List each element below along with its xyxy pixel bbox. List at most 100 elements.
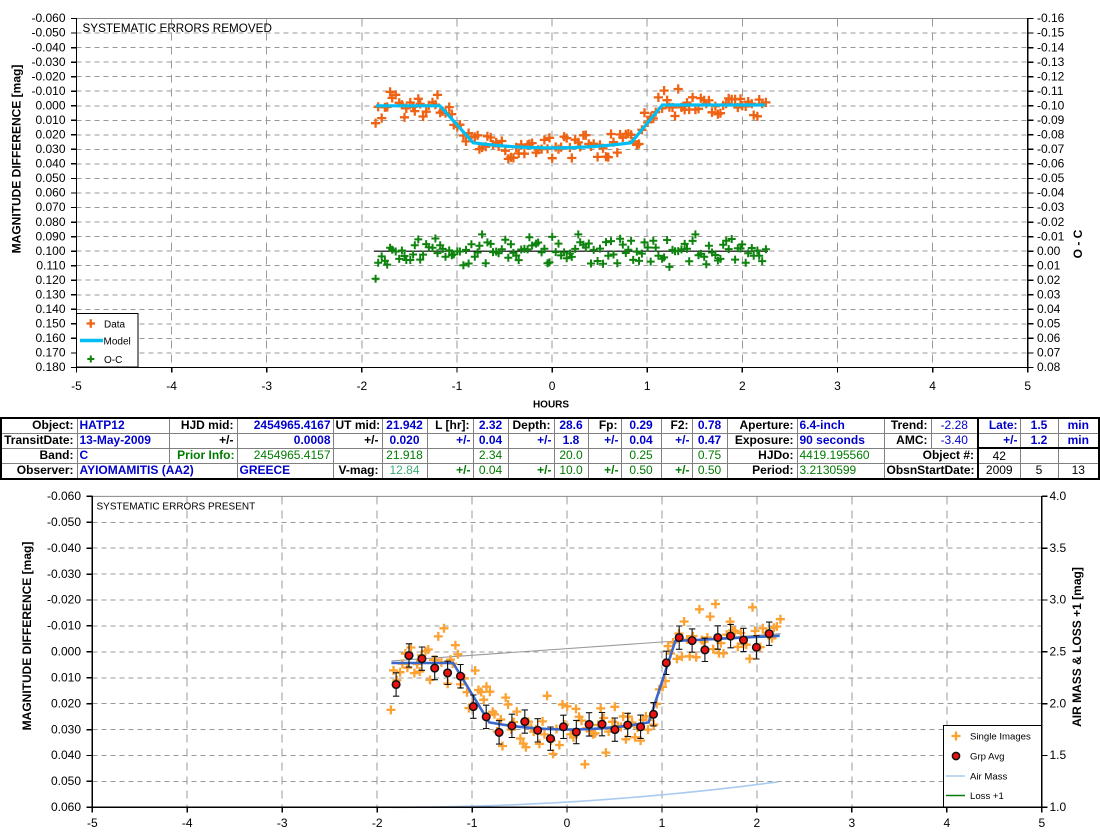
svg-text:5: 5 — [1038, 816, 1045, 830]
svg-text:-3: -3 — [261, 379, 272, 393]
svg-text:MAGNITUDE DIFFERENCE [mag]: MAGNITUDE DIFFERENCE [mag] — [10, 65, 24, 254]
svg-text:-5: -5 — [87, 816, 98, 830]
svg-text:3: 3 — [849, 816, 856, 830]
svg-text:-0.040: -0.040 — [31, 40, 65, 54]
svg-text:0.000: 0.000 — [35, 99, 65, 113]
svg-text:0.060: 0.060 — [51, 800, 81, 814]
svg-text:-0.020: -0.020 — [31, 69, 65, 83]
svg-text:3.5: 3.5 — [1050, 541, 1067, 555]
svg-text:-0.16: -0.16 — [1037, 11, 1065, 25]
svg-text:0.040: 0.040 — [35, 157, 65, 171]
svg-text:0.080: 0.080 — [35, 215, 65, 229]
svg-text:0.050: 0.050 — [51, 774, 81, 788]
svg-text:-0.04: -0.04 — [1037, 186, 1065, 200]
svg-text:0.02: 0.02 — [1037, 273, 1061, 287]
svg-text:0.150: 0.150 — [35, 317, 65, 331]
svg-text:0: 0 — [549, 379, 556, 393]
svg-text:0.020: 0.020 — [51, 696, 81, 710]
svg-text:-1: -1 — [467, 816, 478, 830]
svg-text:-0.030: -0.030 — [31, 55, 65, 69]
svg-text:0.050: 0.050 — [35, 171, 65, 185]
svg-text:0.170: 0.170 — [35, 346, 65, 360]
svg-text:0.100: 0.100 — [35, 244, 65, 258]
svg-text:0.160: 0.160 — [35, 331, 65, 345]
svg-text:0.08: 0.08 — [1037, 360, 1061, 374]
svg-text:O-C: O-C — [104, 355, 122, 366]
svg-text:Data: Data — [104, 320, 126, 331]
svg-text:1: 1 — [659, 816, 666, 830]
svg-text:0.05: 0.05 — [1037, 317, 1061, 331]
svg-text:-1: -1 — [452, 379, 463, 393]
svg-text:-0.050: -0.050 — [31, 26, 65, 40]
svg-text:0.130: 0.130 — [35, 288, 65, 302]
svg-text:-0.11: -0.11 — [1037, 84, 1064, 98]
svg-text:-0.020: -0.020 — [47, 593, 81, 607]
svg-text:Grp Avg: Grp Avg — [970, 752, 1005, 763]
svg-text:0.03: 0.03 — [1037, 288, 1061, 302]
svg-text:-0.05: -0.05 — [1037, 171, 1065, 185]
svg-text:-0.060: -0.060 — [31, 11, 65, 25]
svg-text:-0.13: -0.13 — [1037, 55, 1065, 69]
svg-text:0.01: 0.01 — [1037, 258, 1061, 272]
svg-text:-4: -4 — [182, 816, 193, 830]
svg-text:1.0: 1.0 — [1050, 800, 1067, 814]
svg-text:2: 2 — [754, 816, 761, 830]
svg-text:-0.010: -0.010 — [31, 84, 65, 98]
svg-text:4: 4 — [943, 816, 950, 830]
svg-text:-0.040: -0.040 — [47, 541, 81, 555]
svg-text:-3: -3 — [277, 816, 288, 830]
svg-text:4: 4 — [929, 379, 936, 393]
svg-text:0.00: 0.00 — [1037, 244, 1061, 258]
svg-text:0.07: 0.07 — [1037, 346, 1061, 360]
svg-text:4.0: 4.0 — [1050, 489, 1067, 503]
svg-text:-0.08: -0.08 — [1037, 128, 1065, 142]
svg-text:0.000: 0.000 — [51, 645, 81, 659]
svg-text:Single Images: Single Images — [970, 732, 1031, 743]
svg-text:MAGNITUDE DIFFERENCE [mag]: MAGNITUDE DIFFERENCE [mag] — [20, 542, 34, 731]
svg-text:2.5: 2.5 — [1050, 645, 1067, 659]
svg-text:-0.01: -0.01 — [1037, 229, 1065, 243]
svg-text:-2: -2 — [372, 816, 383, 830]
svg-text:-4: -4 — [166, 379, 177, 393]
svg-text:0.010: 0.010 — [51, 671, 81, 685]
svg-text:0.110: 0.110 — [36, 258, 65, 272]
svg-text:0.04: 0.04 — [1037, 302, 1061, 316]
svg-text:-0.10: -0.10 — [1037, 99, 1065, 113]
svg-text:-0.030: -0.030 — [47, 567, 81, 581]
svg-text:Air Mass: Air Mass — [970, 772, 1008, 783]
svg-text:1: 1 — [644, 379, 651, 393]
svg-text:-0.010: -0.010 — [47, 619, 81, 633]
svg-text:-0.15: -0.15 — [1037, 26, 1065, 40]
svg-text:0.070: 0.070 — [35, 200, 65, 214]
svg-text:0: 0 — [564, 816, 571, 830]
svg-text:Loss +1: Loss +1 — [970, 791, 1004, 802]
svg-text:O - C: O - C — [1071, 229, 1085, 258]
svg-text:-0.07: -0.07 — [1037, 142, 1065, 156]
svg-text:0.090: 0.090 — [35, 229, 65, 243]
svg-text:HOURS: HOURS — [533, 400, 569, 411]
svg-text:0.010: 0.010 — [35, 113, 65, 127]
svg-text:Model: Model — [104, 337, 131, 348]
svg-text:0.020: 0.020 — [35, 128, 65, 142]
svg-text:0.180: 0.180 — [35, 360, 65, 374]
svg-text:-0.14: -0.14 — [1037, 40, 1065, 54]
svg-text:-2: -2 — [357, 379, 368, 393]
svg-text:-0.09: -0.09 — [1037, 113, 1065, 127]
svg-text:2.0: 2.0 — [1050, 696, 1067, 710]
svg-text:-0.06: -0.06 — [1037, 157, 1065, 171]
svg-text:SYSTEMATIC ERRORS REMOVED: SYSTEMATIC ERRORS REMOVED — [83, 22, 272, 35]
svg-text:SYSTEMATIC ERRORS PRESENT: SYSTEMATIC ERRORS PRESENT — [97, 501, 256, 512]
svg-text:3.0: 3.0 — [1050, 593, 1067, 607]
svg-text:0.030: 0.030 — [35, 142, 65, 156]
svg-text:-0.060: -0.060 — [47, 489, 81, 503]
svg-text:2: 2 — [739, 379, 746, 393]
svg-text:-0.03: -0.03 — [1037, 200, 1065, 214]
svg-text:0.140: 0.140 — [35, 302, 65, 316]
svg-text:3: 3 — [834, 379, 841, 393]
svg-text:0.040: 0.040 — [51, 748, 81, 762]
svg-text:-0.050: -0.050 — [47, 515, 81, 529]
svg-text:-0.02: -0.02 — [1037, 215, 1065, 229]
svg-text:0.06: 0.06 — [1037, 331, 1061, 345]
svg-text:0.030: 0.030 — [51, 722, 81, 736]
svg-text:0.120: 0.120 — [35, 273, 65, 287]
